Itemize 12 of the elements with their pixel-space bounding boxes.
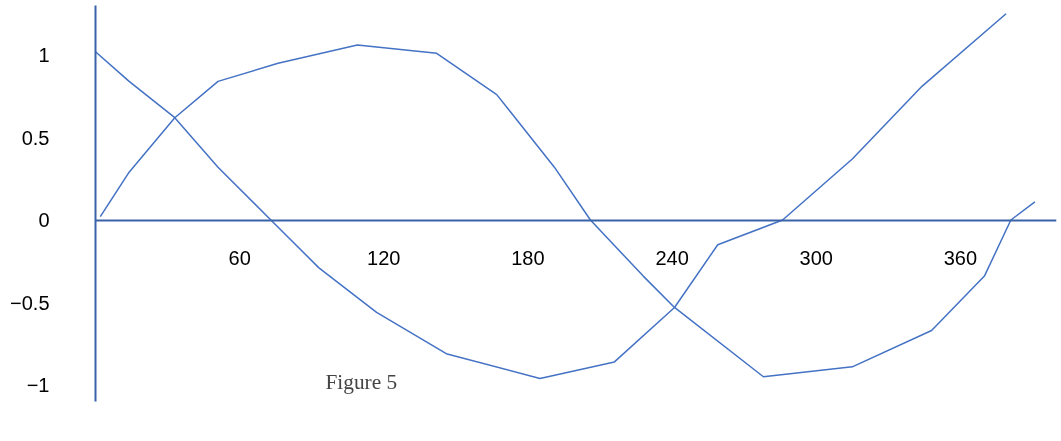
x-tick-label: 240	[655, 247, 689, 269]
x-tick-label: 60	[228, 247, 251, 269]
x-tick-label: 120	[367, 247, 401, 269]
y-tick-label: −1	[26, 374, 50, 396]
y-tick-label: 0	[38, 209, 50, 231]
y-tick-label: −0.5	[10, 291, 50, 314]
x-tick-label: 360	[943, 247, 978, 269]
x-tick-label: 180	[511, 247, 545, 269]
y-tick-label: 0.5	[21, 126, 50, 149]
annotation: Figure 5	[325, 369, 398, 394]
y-tick-label: 1	[38, 44, 50, 66]
x-tick-label: 300	[799, 247, 833, 269]
